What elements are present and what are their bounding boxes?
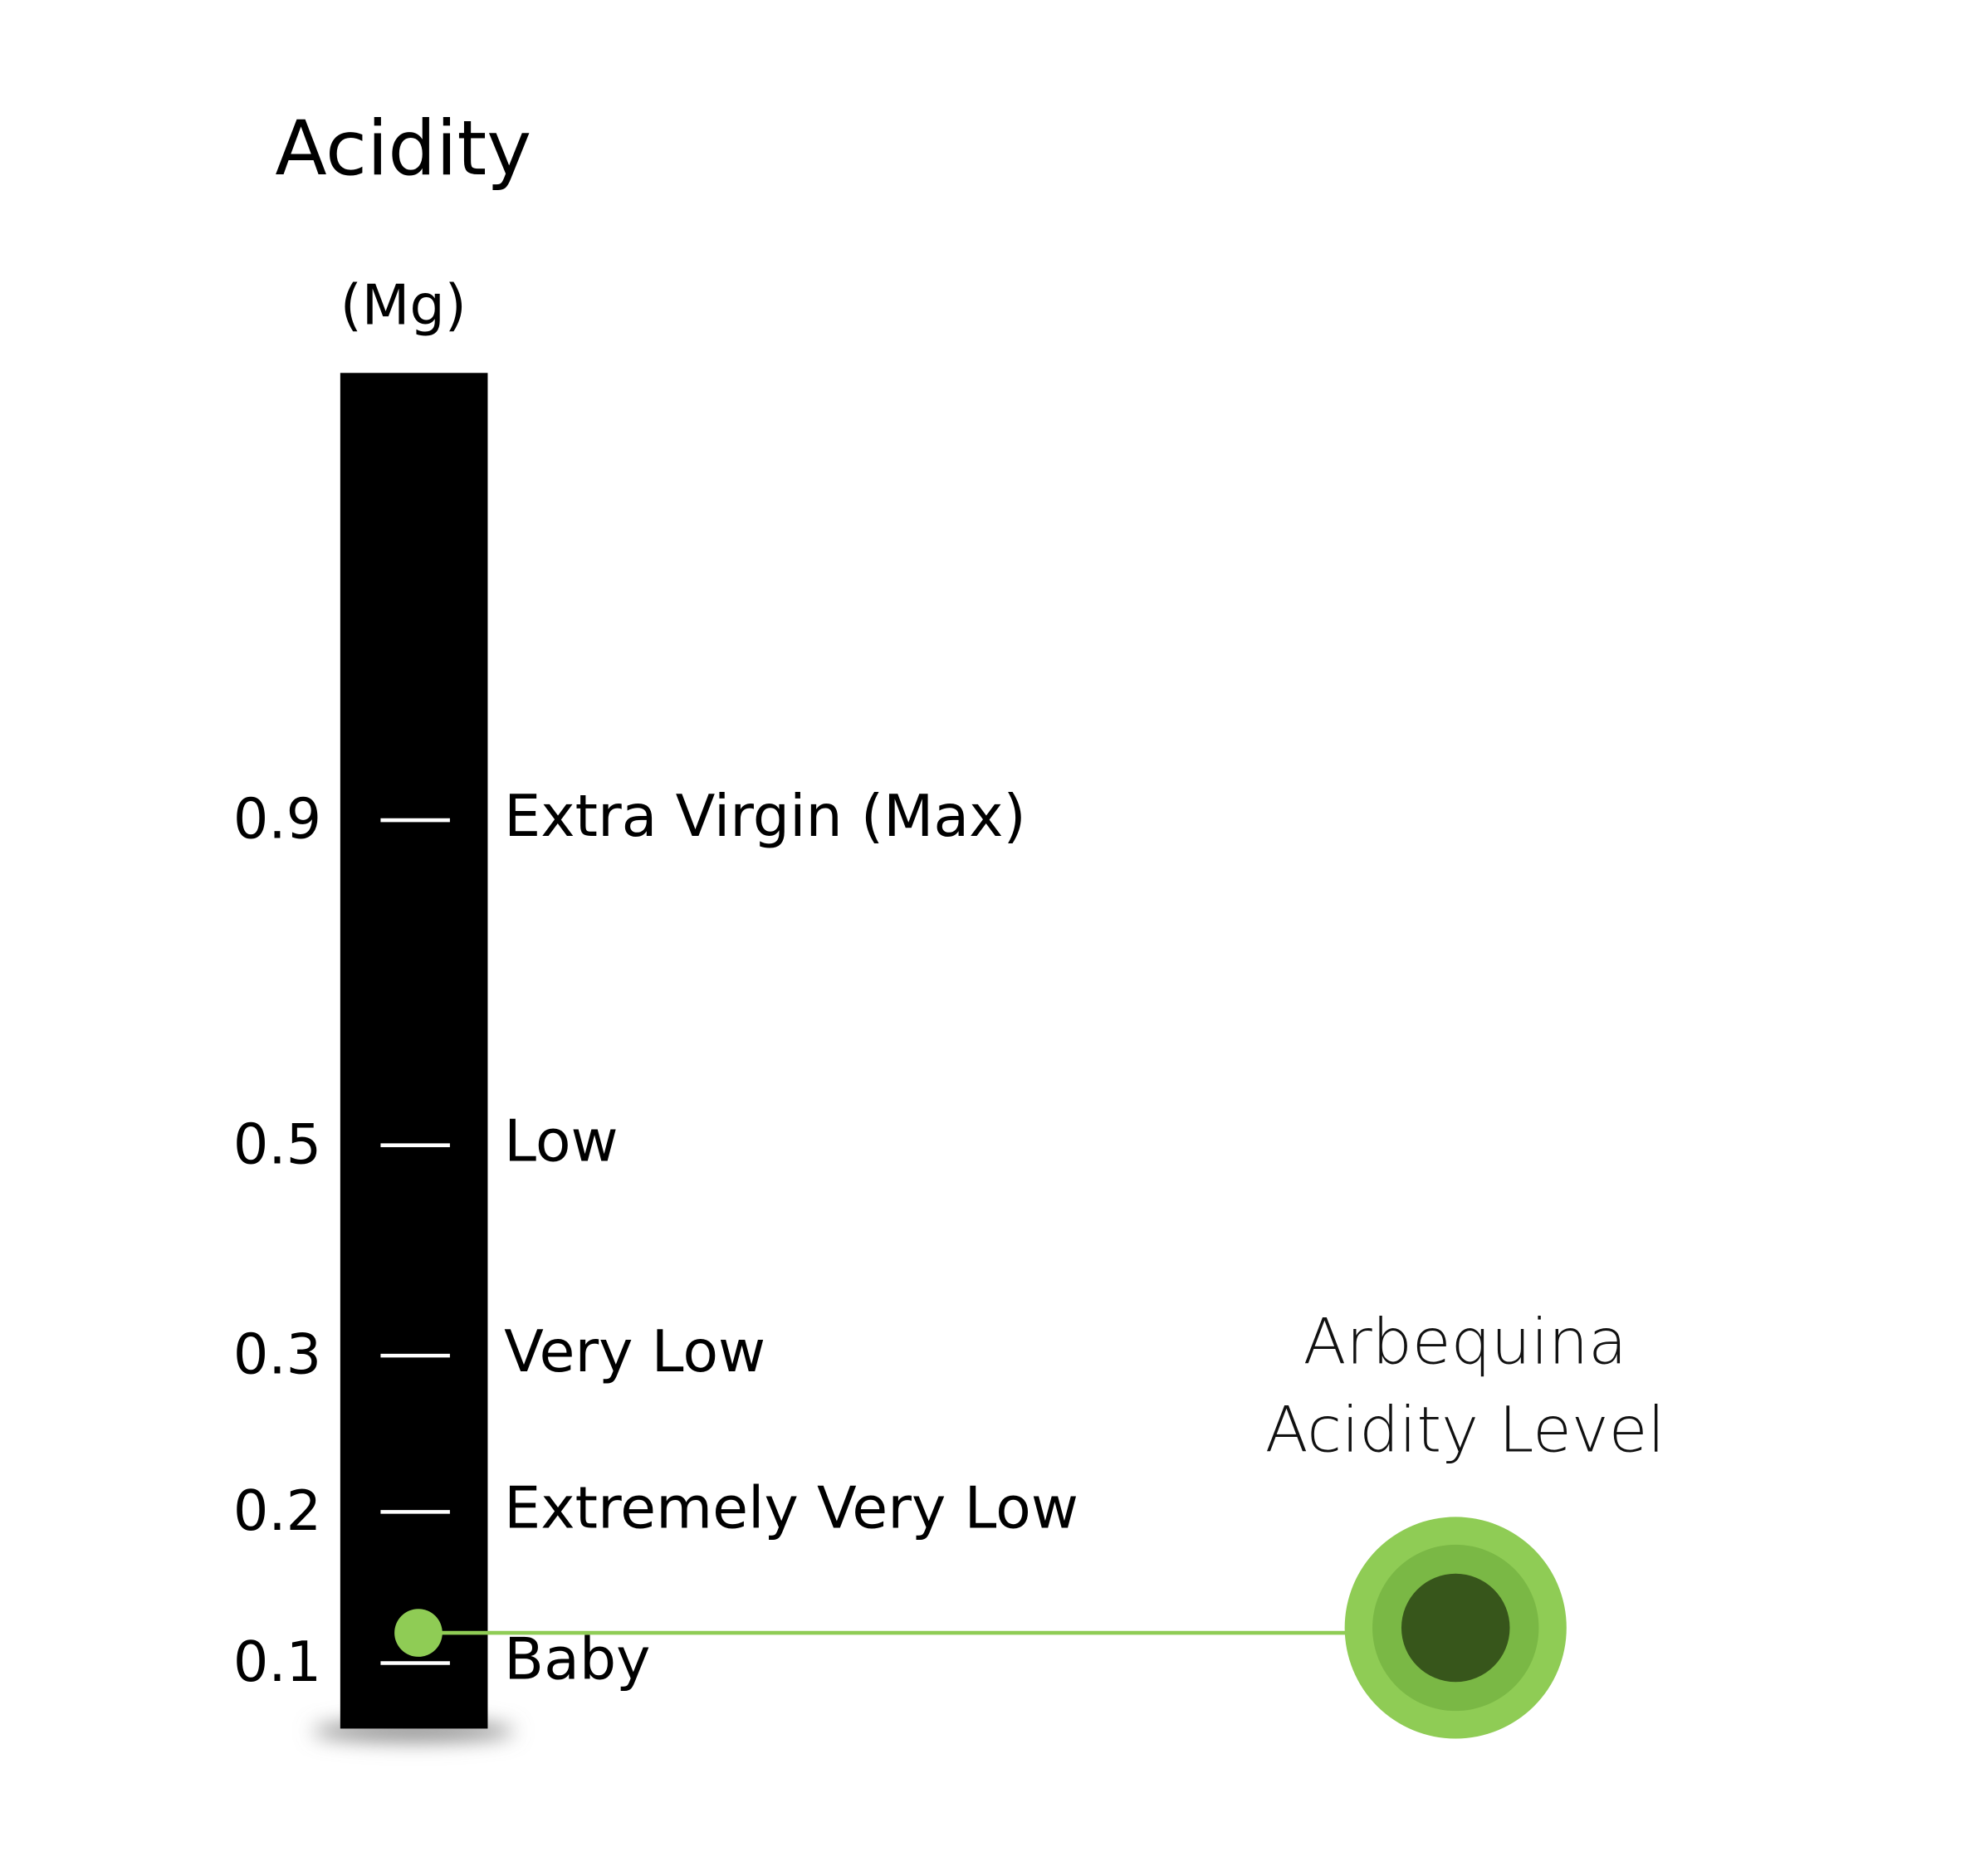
y-tick-label: 0.1 xyxy=(233,1629,321,1694)
legend-label: Arbequina Acidity Level xyxy=(1264,1305,1665,1467)
legend-core xyxy=(1401,1573,1510,1683)
chart-title: Acidity xyxy=(275,105,531,193)
tick-description: Very Low xyxy=(504,1318,765,1385)
tick-description: Extremely Very Low xyxy=(504,1474,1078,1541)
tick-description: Baby xyxy=(504,1626,650,1693)
tick-description: Extra Virgin (Max) xyxy=(504,783,1026,850)
legend-container: Arbequina Acidity Level xyxy=(1264,1305,1665,1467)
y-tick-label: 0.9 xyxy=(233,787,321,852)
unit-label: (Mg) xyxy=(340,272,467,337)
level-marker xyxy=(394,1609,443,1657)
y-tick-label: 0.3 xyxy=(233,1322,321,1387)
y-tick-label: 0.5 xyxy=(233,1111,321,1176)
gauge-bar xyxy=(340,373,488,1729)
y-tick-label: 0.2 xyxy=(233,1478,321,1543)
tick-description: Low xyxy=(504,1108,618,1175)
